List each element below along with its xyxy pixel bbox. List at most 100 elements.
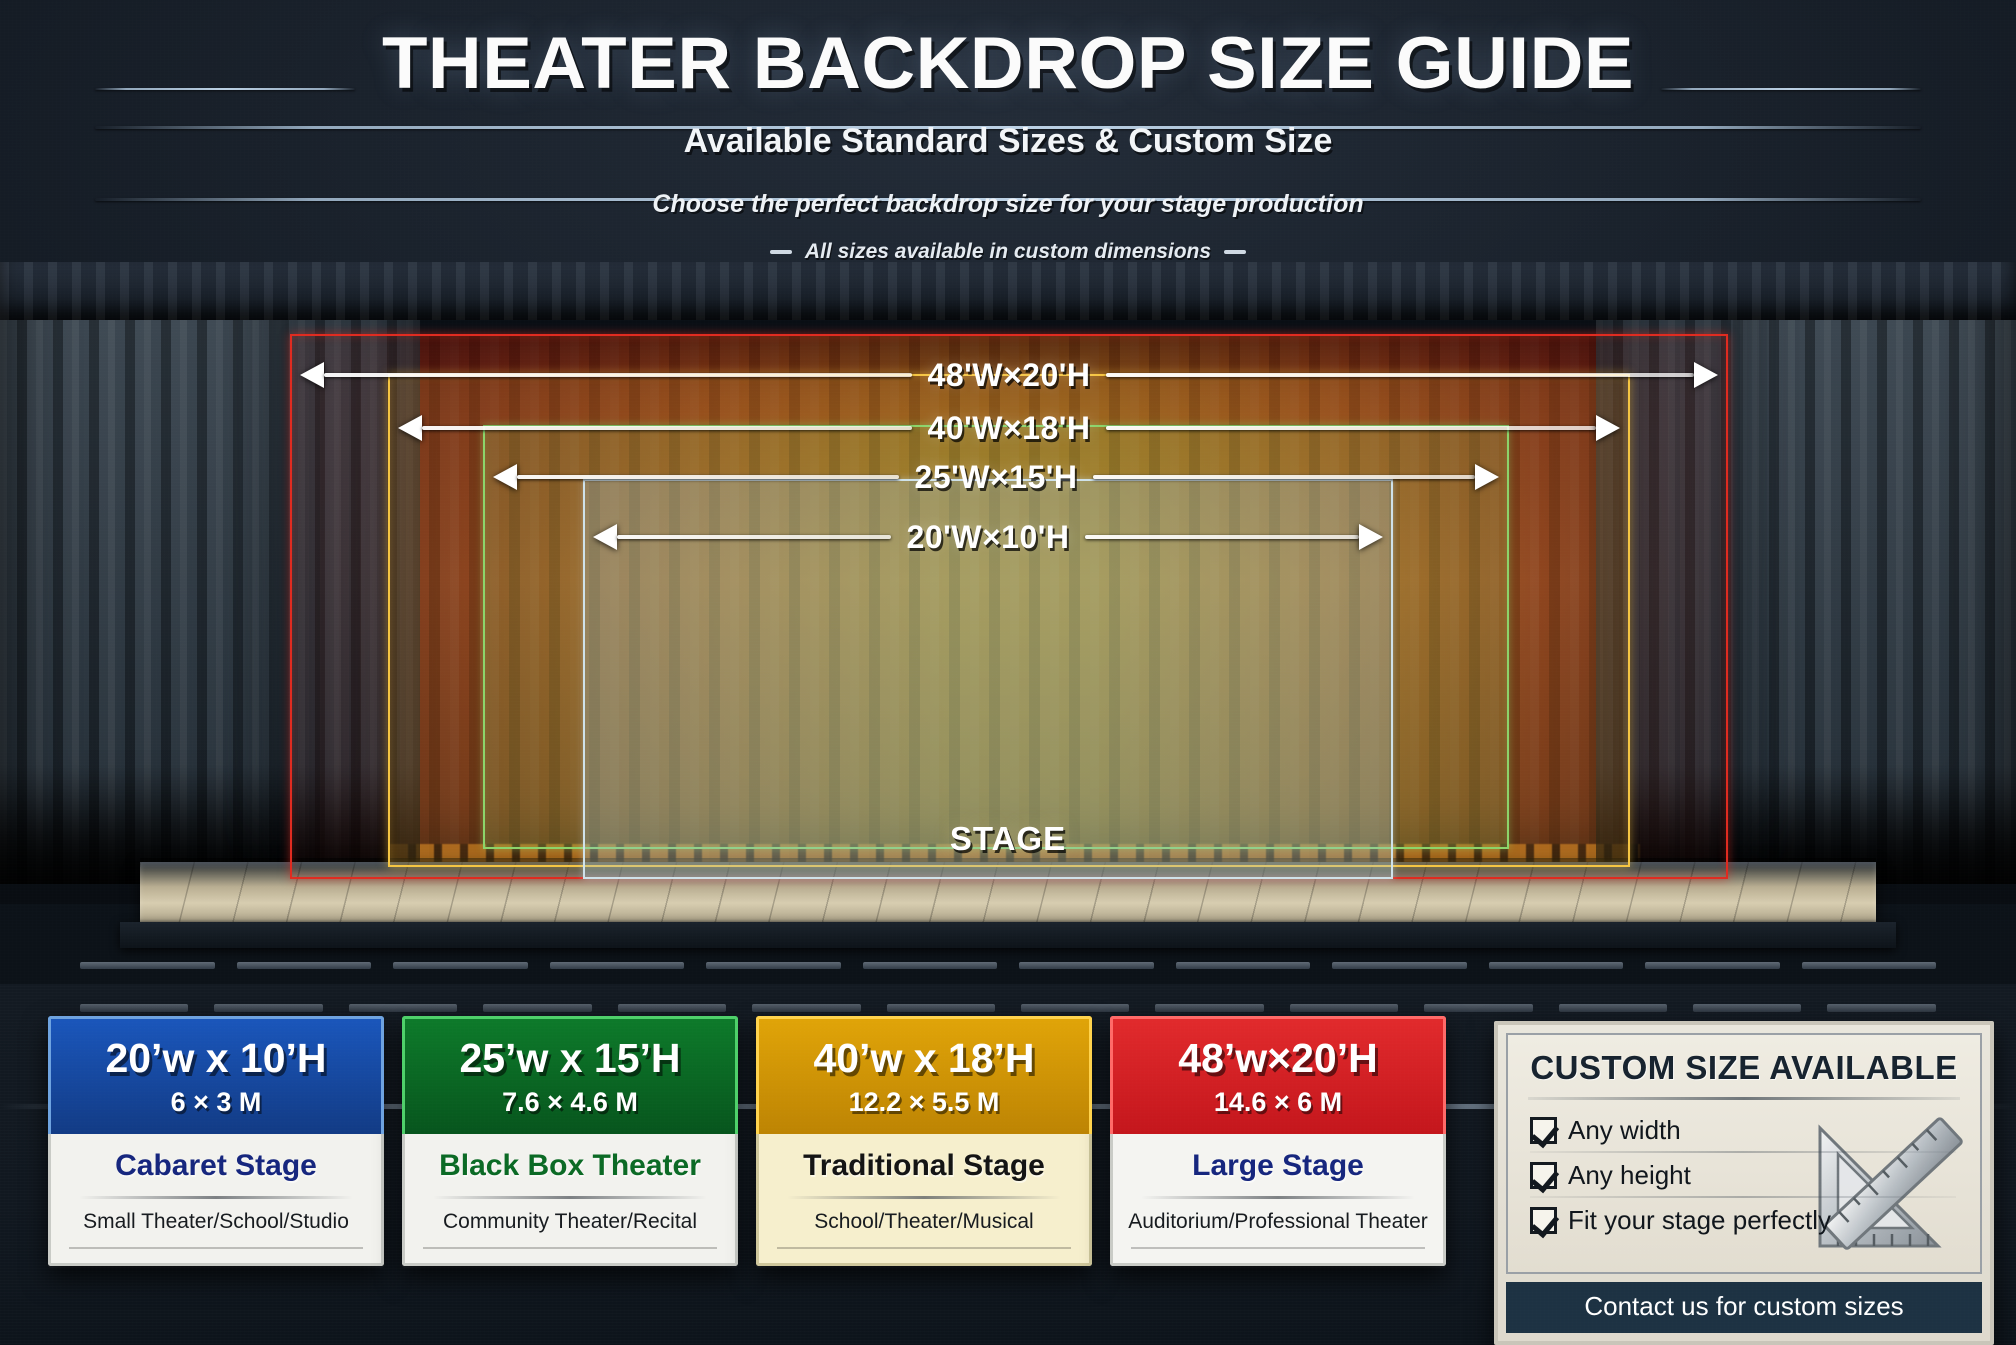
dimension-bar-right [1085, 535, 1359, 539]
size-card-black-box-theater[interactable]: 25’w x 15’H 7.6 × 4.6 M Black Box Theate… [402, 1016, 738, 1266]
page-subtitle: Available Standard Sizes & Custom Size [683, 122, 1333, 160]
custom-size-title-rule [1528, 1097, 1960, 1100]
card-use-case: School/Theater/Musical [814, 1210, 1034, 1233]
bottom-panel: 20’w x 10’H 6 × 3 M Cabaret Stage Small … [0, 984, 2016, 1345]
size-card-traditional-stage[interactable]: 40’w x 18’H 12.2 × 5.5 M Traditional Sta… [756, 1016, 1092, 1266]
checkbox-checked-icon[interactable] [1530, 1162, 1557, 1189]
card-dimension: 20’w x 10’H [105, 1035, 327, 1081]
card-inner-line [1131, 1247, 1425, 1249]
card-dimension: 48’w×20’H [1178, 1035, 1378, 1081]
dimension-label-40x18: 40'W×18'H [927, 409, 1091, 446]
custom-feature-label: Fit your stage perfectly [1568, 1205, 1831, 1235]
footlight [862, 962, 997, 969]
rail-light [617, 1004, 727, 1012]
dimension-bar-right [1106, 426, 1596, 430]
card-body: Cabaret Stage Small Theater/School/Studi… [48, 1134, 384, 1266]
footlight [1801, 962, 1936, 969]
custom-feature-any-width: Any width [1524, 1108, 1964, 1153]
stage-apron-front [120, 922, 1896, 948]
dash-right-icon [1224, 250, 1247, 255]
footlight [236, 962, 371, 969]
size-card-large-stage[interactable]: 48’w×20’H 14.6 × 6 M Large Stage Auditor… [1110, 1016, 1446, 1266]
custom-dimensions-note-text: All sizes available in custom dimensions [804, 240, 1212, 263]
footlight [549, 962, 684, 969]
arrow-left-icon [300, 362, 324, 388]
ruler-square-icon [1818, 1117, 1963, 1250]
dimension-row-20x10: 20'W×10'H [593, 517, 1383, 557]
custom-size-inner: CUSTOM SIZE AVAILABLE [1506, 1033, 1982, 1274]
feature-separator [1530, 1196, 1956, 1198]
custom-dimensions-note: All sizes available in custom dimensions [0, 240, 2016, 264]
header-rule-mid [95, 126, 1921, 129]
header-rule-right [1661, 88, 1921, 90]
size-rect-40x18-frame [388, 374, 1630, 867]
size-rect-40x18[interactable] [388, 374, 1630, 867]
size-rect-40x18-fill [388, 374, 1630, 867]
footlight [1019, 962, 1154, 969]
size-rect-25x15[interactable] [483, 425, 1509, 849]
card-name: Cabaret Stage [115, 1149, 317, 1182]
card-name: Traditional Stage [803, 1149, 1045, 1182]
card-dimension: 40’w x 18’H [813, 1035, 1035, 1081]
dimension-row-48x20: 48'W×20'H [300, 355, 1718, 395]
card-use-case: Small Theater/School/Studio [83, 1210, 349, 1233]
stage-scene: 48'W×20'H 40'W×18'H 25'W×15'H 20'W×10'H … [0, 262, 2016, 984]
dimension-label-48x20: 48'W×20'H [927, 356, 1091, 393]
page-title: THEATER BACKDROP SIZE GUIDE [381, 23, 1635, 104]
page-tagline: Choose the perfect backdrop size for you… [652, 190, 1364, 218]
feature-separator [1530, 1151, 1956, 1153]
checkbox-checked-icon[interactable] [1530, 1117, 1557, 1144]
footlight [1488, 962, 1623, 969]
arrow-left-icon [398, 415, 422, 441]
card-inner-line [423, 1247, 717, 1249]
card-use-case: Auditorium/Professional Theater [1128, 1210, 1428, 1233]
rail-light [1424, 1004, 1533, 1012]
size-card-cabaret-stage[interactable]: 20’w x 10’H 6 × 3 M Cabaret Stage Small … [48, 1016, 384, 1266]
stage-backdrop-shade [290, 334, 1728, 879]
footlight [706, 962, 841, 969]
card-use-case: Community Theater/Recital [442, 1210, 698, 1233]
dash-left-icon [769, 250, 792, 255]
size-rect-20x10-fill [583, 479, 1393, 879]
header-rule-bottom [95, 198, 1921, 201]
arrow-right-icon [1475, 464, 1499, 490]
card-head: 48’w×20’H 14.6 × 6 M [1110, 1016, 1446, 1134]
card-head: 20’w x 10’H 6 × 3 M [48, 1016, 384, 1134]
arrow-right-icon [1359, 524, 1383, 550]
card-metric: 6 × 3 M [170, 1087, 262, 1117]
contact-banner[interactable]: Contact us for custom sizes [1506, 1282, 1982, 1333]
rail-light [1558, 1004, 1668, 1012]
card-metric: 12.2 × 5.5 M [848, 1087, 1000, 1117]
custom-size-title: CUSTOM SIZE AVAILABLE [1530, 1049, 1958, 1086]
footlight-strip [80, 962, 1936, 974]
size-rect-20x10[interactable] [583, 479, 1393, 879]
dimension-row-25x15: 25'W×15'H [493, 457, 1499, 497]
dimension-label-20x10: 20'W×10'H [906, 518, 1070, 555]
footlight [1645, 962, 1780, 969]
rail-light [886, 1004, 995, 1012]
card-body: Traditional Stage School/Theater/Musical [756, 1134, 1092, 1266]
dimension-bar-left [422, 426, 912, 430]
checkbox-checked-icon[interactable] [1530, 1207, 1557, 1234]
card-body: Large Stage Auditorium/Professional Thea… [1110, 1134, 1446, 1266]
custom-size-panel[interactable]: CUSTOM SIZE AVAILABLE [1494, 1021, 1994, 1345]
footlight [1332, 962, 1467, 969]
card-head: 25’w x 15’H 7.6 × 4.6 M [402, 1016, 738, 1134]
card-metric: 14.6 × 6 M [1213, 1087, 1343, 1117]
rail-light [214, 1004, 323, 1012]
footlight [1175, 962, 1310, 969]
dimension-row-40x18: 40'W×18'H [398, 408, 1620, 448]
footlight [80, 962, 215, 969]
dimension-label-25x15: 25'W×15'H [914, 458, 1078, 495]
size-card-list: 20’w x 10’H 6 × 3 M Cabaret Stage Small … [48, 1016, 1446, 1266]
rail-light [483, 1004, 592, 1012]
rail-light [752, 1004, 861, 1012]
footlight [393, 962, 528, 969]
rail-light [80, 1004, 189, 1012]
header: THEATER BACKDROP SIZE GUIDE Available St… [0, 0, 2016, 268]
stage-valance [0, 262, 2016, 320]
rail-light [1289, 1004, 1399, 1012]
rail-light [1020, 1004, 1130, 1012]
custom-size-feature-list: Any width Any height Fit your stage perf… [1524, 1108, 1964, 1260]
side-curtain-left [0, 262, 300, 884]
